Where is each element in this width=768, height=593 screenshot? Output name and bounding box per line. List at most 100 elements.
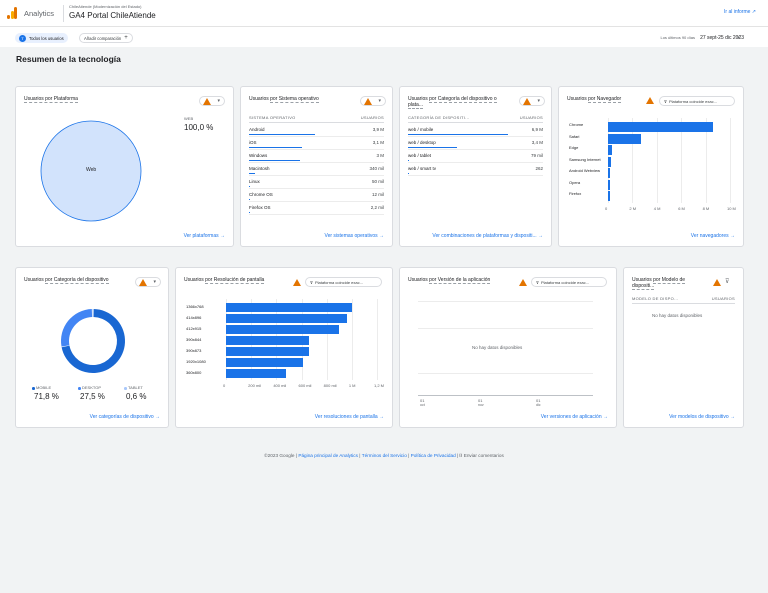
chart-gridline	[681, 118, 683, 203]
row-os-name[interactable]: Android	[249, 127, 265, 132]
legend-label: MOBILE	[36, 385, 52, 390]
card-title-link[interactable]: por Categoría del dispositivo	[45, 277, 109, 284]
table-row[interactable]: web / tablet 79 mil	[408, 150, 543, 163]
property-name[interactable]: GA4 Portal ChileAtiende	[69, 11, 156, 20]
chart-bar[interactable]	[226, 358, 303, 367]
col-header-users[interactable]: USUARIOS	[711, 296, 735, 301]
x-axis-day-label: 01	[420, 398, 425, 403]
chart-bar[interactable]	[226, 303, 352, 312]
app-version-card: Usuarios por Versión de la aplicación ⊽ P…	[399, 267, 617, 428]
view-device-categories-link[interactable]: Ver categorías de dispositivo →	[90, 414, 160, 420]
row-category-name[interactable]: web / smart tv	[408, 166, 437, 171]
go-to-report-link[interactable]: Ir al informe ↗	[724, 9, 756, 15]
col-header-users[interactable]: USUARIOS	[360, 115, 384, 120]
os-card: Usuarios por Sistema operativo ▾ SISTEMA…	[240, 86, 393, 247]
chart-bar[interactable]	[608, 191, 610, 201]
chart-bar[interactable]	[608, 179, 610, 190]
segment-label: Todos los usuarios	[29, 35, 64, 41]
card-title-link[interactable]: por Sistema operativo	[270, 96, 319, 103]
x-tick-label: 0	[605, 205, 608, 211]
table-row[interactable]: Firefox OS 2,2 mil	[249, 202, 384, 215]
add-comparison-button[interactable]: Añadir comparación +	[79, 33, 133, 43]
warning-icon[interactable]	[713, 279, 721, 286]
title-prefix: Usuarios	[632, 277, 654, 283]
warning-icon[interactable]	[646, 97, 654, 104]
warning-icon[interactable]	[293, 279, 301, 286]
card-title: Usuarios por Categoría del dispositivo	[24, 277, 109, 284]
chart-bar[interactable]	[226, 325, 340, 334]
card-title-link[interactable]: por Categoría del dispositivo o plata...	[408, 96, 497, 109]
table-row[interactable]: Windows 3 M	[249, 150, 384, 163]
table-row[interactable]: Chrome OS 12 mil	[249, 189, 384, 202]
segment-chip[interactable]: T Todos los usuarios	[15, 33, 68, 43]
view-platform-device-link[interactable]: Ver combinaciones de plataformas y dispo…	[432, 233, 543, 239]
row-category-name[interactable]: web / tablet	[408, 153, 432, 158]
view-app-versions-link[interactable]: Ver versiones de aplicación →	[541, 414, 608, 420]
card-title-link[interactable]: por Navegador	[588, 96, 622, 103]
x-tick-label: 1 M	[348, 383, 356, 388]
card-title-link[interactable]: por Versión de la aplicación	[429, 277, 491, 284]
footer-link-analytics-home[interactable]: Página principal de Analytics	[298, 453, 358, 458]
filter-chip[interactable]: ⊽ Plataforma coincide exac...	[531, 277, 607, 287]
chart-bar[interactable]	[226, 336, 310, 345]
table-row[interactable]: web / smart tv 262	[408, 163, 543, 176]
warning-icon[interactable]	[519, 279, 527, 286]
col-header-users[interactable]: USUARIOS	[519, 115, 543, 120]
card-title-link[interactable]: Usuarios por Plataforma	[24, 96, 78, 103]
view-browsers-link[interactable]: Ver navegadores →	[691, 233, 735, 239]
top-bar: Analytics ChileAtiende (Modernización de…	[0, 0, 768, 27]
date-range-picker[interactable]: Los últimos 90 días 27 sept-25 dic 2023	[660, 35, 744, 41]
view-os-link[interactable]: Ver sistemas operativos →	[325, 233, 384, 239]
app-name: Analytics	[24, 9, 55, 18]
sampling-warning-menu[interactable]: ▾	[135, 277, 161, 287]
view-platforms-link[interactable]: Ver plataformas →	[184, 233, 225, 239]
donut-slice-desktop[interactable]	[61, 309, 93, 347]
card-title-link[interactable]: por Modelo de dispositi...	[632, 277, 686, 290]
chart-bar[interactable]	[608, 145, 613, 155]
view-resolutions-link[interactable]: Ver resoluciones de pantalla →	[315, 414, 384, 420]
donut-slice-tablet[interactable]	[92, 309, 93, 318]
table-row[interactable]: Android 3,9 M	[249, 124, 384, 137]
filter-chip[interactable]: ⊽ Plataforma coincide exac...	[659, 96, 735, 106]
view-device-models-link[interactable]: Ver modelos de dispositivo →	[669, 414, 735, 420]
row-os-name[interactable]: Windows	[249, 153, 268, 158]
card-title: Usuarios por Plataforma	[24, 96, 78, 103]
feedback-button[interactable]: ⌷ Enviar comentarios	[460, 453, 504, 458]
chart-bar[interactable]	[608, 122, 713, 132]
row-category-name[interactable]: web / mobile	[408, 127, 434, 132]
account-name[interactable]: ChileAtiende (Modernización del Estado)	[69, 4, 142, 9]
date-chevron-down-icon[interactable]: ▾	[737, 35, 740, 41]
footer-link-privacy[interactable]: Política de Privacidad	[410, 453, 456, 458]
arrow-right-icon: →	[603, 414, 608, 420]
row-category-name[interactable]: web / desktop	[408, 140, 436, 145]
col-header-category[interactable]: CATEGORÍA DE DISPOSITI...	[408, 115, 470, 120]
row-os-name[interactable]: Chrome OS	[249, 192, 273, 197]
footer-link-terms[interactable]: Términos del Servicio	[361, 453, 407, 458]
chart-bar[interactable]	[608, 168, 610, 178]
sampling-warning-menu[interactable]: ▾	[519, 96, 545, 106]
table-row[interactable]: iOS 3,1 M	[249, 137, 384, 150]
row-os-name[interactable]: iOS	[249, 140, 257, 145]
sampling-warning-menu[interactable]: ▾	[199, 96, 225, 106]
title-prefix: Usuarios	[408, 96, 430, 102]
table-row[interactable]: Linux 50 mil	[249, 176, 384, 189]
chart-bar[interactable]	[226, 347, 310, 356]
table-row[interactable]: Macintosh 340 mil	[249, 163, 384, 176]
chart-bar[interactable]	[608, 156, 612, 167]
row-os-name[interactable]: Macintosh	[249, 166, 270, 171]
table-row[interactable]: web / desktop 3,4 M	[408, 137, 543, 150]
col-header-os[interactable]: SISTEMA OPERATIVO	[249, 115, 296, 120]
chart-bar[interactable]	[226, 314, 347, 323]
filter-chip[interactable]: ⊽ Plataforma coincide exac...	[305, 277, 382, 287]
legend-dot	[32, 387, 35, 390]
row-os-name[interactable]: Firefox OS	[249, 205, 271, 210]
card-title-link[interactable]: por Resolución de pantalla	[205, 277, 265, 284]
row-os-name[interactable]: Linux	[249, 179, 260, 184]
col-header-model[interactable]: MODELO DE DISPO...	[632, 296, 679, 301]
table-row[interactable]: web / mobile 6,9 M	[408, 124, 543, 137]
row-users-value: 262	[535, 166, 543, 171]
chart-bar[interactable]	[226, 369, 287, 378]
chart-bar[interactable]	[608, 133, 641, 144]
filter-icon[interactable]: ⊽	[725, 279, 730, 285]
sampling-warning-menu[interactable]: ▾	[360, 96, 386, 106]
